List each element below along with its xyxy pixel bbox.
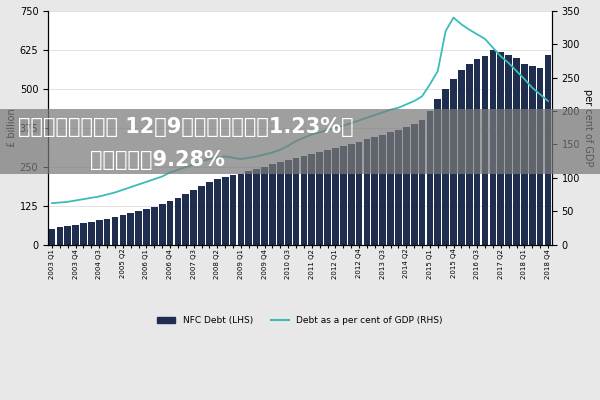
Bar [387,132,394,244]
Bar [497,52,504,244]
Bar [88,222,95,244]
Bar [214,179,221,244]
Bar [442,89,449,244]
Bar [340,146,347,244]
Bar [285,160,292,244]
Bar [316,152,323,244]
Bar [72,225,79,244]
Bar [482,56,488,244]
Bar [104,219,110,244]
Bar [167,201,173,244]
Bar [474,59,481,244]
Bar [159,204,166,244]
Bar [253,169,260,244]
Bar [127,213,134,244]
Bar [269,164,276,244]
Bar [80,223,87,244]
Bar [364,139,370,244]
Bar [143,209,150,244]
Bar [505,55,512,244]
Bar [308,154,315,244]
Bar [301,156,307,244]
Bar [238,174,244,244]
Text: 转股溢价獹9.28%: 转股溢价獹9.28% [90,150,225,170]
Bar [458,70,465,244]
Bar [49,229,55,244]
Bar [332,148,339,244]
Bar [56,227,63,244]
Bar [96,220,103,244]
Bar [403,127,410,244]
Bar [529,66,536,244]
Bar [135,211,142,244]
Bar [356,142,362,244]
Bar [119,215,126,244]
Bar [411,124,418,244]
Bar [348,144,355,244]
Bar [434,99,441,244]
Bar [175,198,181,244]
Legend: NFC Debt (LHS), Debt as a per cent of GDP (RHS): NFC Debt (LHS), Debt as a per cent of GD… [154,312,446,329]
Bar [395,130,402,244]
Bar [490,50,496,244]
Bar [419,120,425,244]
Bar [293,158,299,244]
Bar [245,171,252,244]
Bar [545,54,551,244]
Bar [230,175,236,244]
Bar [521,64,528,244]
Y-axis label: £ billion: £ billion [7,108,17,147]
Bar [513,58,520,244]
Bar [222,177,229,244]
Bar [537,68,544,244]
Text: 股票线上配资平台 12朎9日汇通转债上涨1.23%，: 股票线上配资平台 12朎9日汇通转债上涨1.23%， [18,117,353,137]
Bar [324,150,331,244]
Bar [190,190,197,244]
Bar [182,194,189,244]
Bar [427,111,433,244]
Bar [379,135,386,244]
Bar [112,217,118,244]
Bar [261,167,268,244]
Y-axis label: per cent of GDP: per cent of GDP [583,89,593,166]
Bar [206,182,213,244]
Bar [277,162,284,244]
Bar [450,80,457,244]
Bar [198,186,205,244]
Bar [64,226,71,244]
Bar [466,64,473,244]
Bar [371,137,378,244]
Bar [151,206,158,244]
